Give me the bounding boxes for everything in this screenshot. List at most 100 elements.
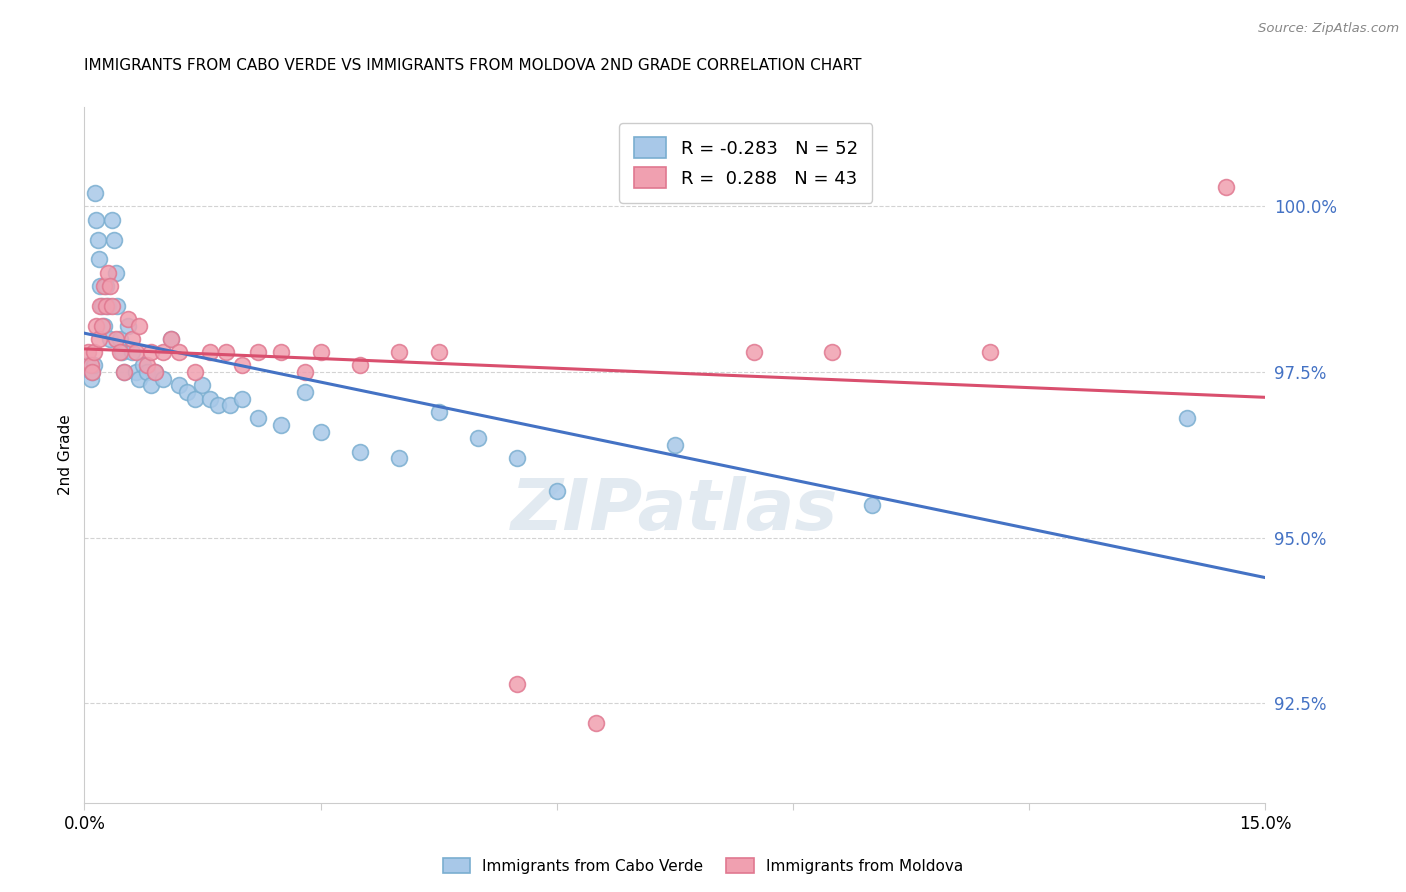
Point (742, 345, 765, 359)
Point (821, 345, 844, 359)
Point (427, 345, 450, 359)
Text: Source: ZipAtlas.com: Source: ZipAtlas.com (1258, 22, 1399, 36)
Point (117, 312, 139, 326)
Point (191, 378, 214, 392)
Point (89, 299, 111, 313)
Point (82, 365, 104, 379)
Point (427, 405, 450, 419)
Point (77, 345, 100, 359)
Point (270, 345, 292, 359)
Point (200, 345, 222, 359)
Text: ZIPatlas: ZIPatlas (512, 476, 838, 545)
Point (96, 299, 118, 313)
Point (467, 431, 489, 445)
Point (83, 345, 105, 359)
Point (1175, 411, 1198, 425)
Legend: Immigrants from Cabo Verde, Immigrants from Moldova: Immigrants from Cabo Verde, Immigrants f… (436, 852, 970, 880)
Point (215, 345, 238, 359)
Point (176, 384, 198, 399)
Point (207, 398, 229, 412)
Point (546, 484, 568, 499)
Point (152, 345, 174, 359)
Point (83, 186, 105, 201)
Point (979, 345, 1001, 359)
Point (860, 498, 883, 512)
Point (200, 392, 222, 406)
Point (664, 438, 686, 452)
Point (121, 345, 143, 359)
Point (388, 451, 411, 466)
Point (103, 233, 125, 247)
Point (167, 378, 190, 392)
Point (87, 252, 110, 267)
Point (136, 365, 159, 379)
Point (152, 372, 174, 386)
Point (97, 299, 120, 313)
Point (112, 365, 135, 379)
Point (167, 345, 190, 359)
Point (585, 716, 607, 731)
Text: IMMIGRANTS FROM CABO VERDE VS IMMIGRANTS FROM MOLDOVA 2ND GRADE CORRELATION CHAR: IMMIGRANTS FROM CABO VERDE VS IMMIGRANTS… (84, 58, 862, 73)
Point (87, 233, 110, 247)
Y-axis label: 2nd Grade: 2nd Grade (58, 415, 73, 495)
Point (160, 332, 183, 346)
Point (121, 332, 143, 346)
Point (294, 365, 316, 379)
Point (506, 676, 529, 690)
Point (96, 279, 118, 293)
Point (388, 345, 411, 359)
Point (93, 318, 115, 333)
Legend: R = -0.283   N = 52, R =  0.288   N = 43: R = -0.283 N = 52, R = 0.288 N = 43 (619, 123, 872, 202)
Point (84, 212, 107, 227)
Point (89, 279, 111, 293)
Point (98, 332, 121, 346)
Point (231, 359, 253, 373)
Point (309, 425, 332, 439)
Point (124, 365, 146, 379)
Point (83, 359, 105, 373)
Point (107, 299, 129, 313)
Point (90, 318, 112, 333)
Point (132, 359, 155, 373)
Point (90, 299, 112, 313)
Point (246, 345, 269, 359)
Point (1215, 179, 1237, 194)
Point (128, 318, 150, 333)
Point (136, 359, 159, 373)
Point (79, 372, 101, 386)
Point (108, 332, 131, 346)
Point (101, 299, 124, 313)
Point (219, 398, 242, 412)
Point (160, 332, 183, 346)
Point (79, 359, 101, 373)
Point (98, 279, 121, 293)
Point (506, 451, 529, 466)
Point (270, 418, 292, 433)
Point (101, 212, 124, 227)
Point (246, 411, 269, 425)
Point (349, 359, 371, 373)
Point (112, 365, 135, 379)
Point (143, 365, 166, 379)
Point (117, 318, 139, 333)
Point (104, 266, 127, 280)
Point (183, 392, 205, 406)
Point (87, 332, 110, 346)
Point (143, 365, 166, 379)
Point (141, 345, 163, 359)
Point (141, 378, 163, 392)
Point (183, 365, 205, 379)
Point (294, 384, 316, 399)
Point (111, 345, 134, 359)
Point (128, 372, 150, 386)
Point (349, 444, 371, 458)
Point (77, 359, 100, 373)
Point (104, 332, 127, 346)
Point (124, 345, 146, 359)
Point (84, 318, 107, 333)
Point (97, 266, 120, 280)
Point (231, 392, 253, 406)
Point (82, 365, 104, 379)
Point (108, 345, 131, 359)
Point (309, 345, 332, 359)
